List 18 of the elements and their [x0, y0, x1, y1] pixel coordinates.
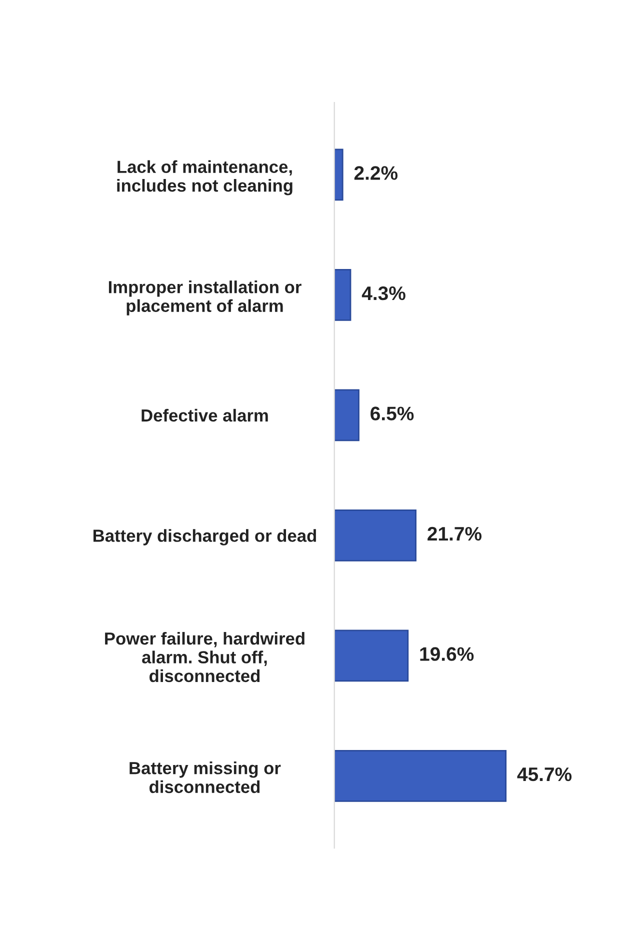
data-label: 19.6%: [420, 647, 474, 661]
bar: [334, 268, 352, 321]
y-tick-label: Lack of maintenance, includes not cleaning: [117, 160, 292, 196]
y-tick-label: Improper installation or placement of alarm: [108, 280, 302, 316]
data-label: 45.7%: [517, 767, 572, 782]
bar: [334, 510, 416, 562]
y-tick-label: Battery missing or disconnected: [130, 762, 281, 794]
bar: [334, 148, 344, 201]
y-tick-label: Battery discharged or dead: [94, 529, 316, 546]
bar: [334, 750, 507, 802]
y-tick-label: Defective alarm: [142, 408, 268, 422]
data-label: 2.2%: [354, 166, 398, 180]
data-label: 6.5%: [370, 406, 414, 420]
bar: [334, 389, 360, 442]
data-label: 21.7%: [428, 526, 482, 541]
y-tick-label: Power failure, hardwired alarm. Shut off, disconnected: [105, 632, 304, 682]
data-label: 4.3%: [362, 286, 406, 300]
bar: [334, 630, 409, 682]
